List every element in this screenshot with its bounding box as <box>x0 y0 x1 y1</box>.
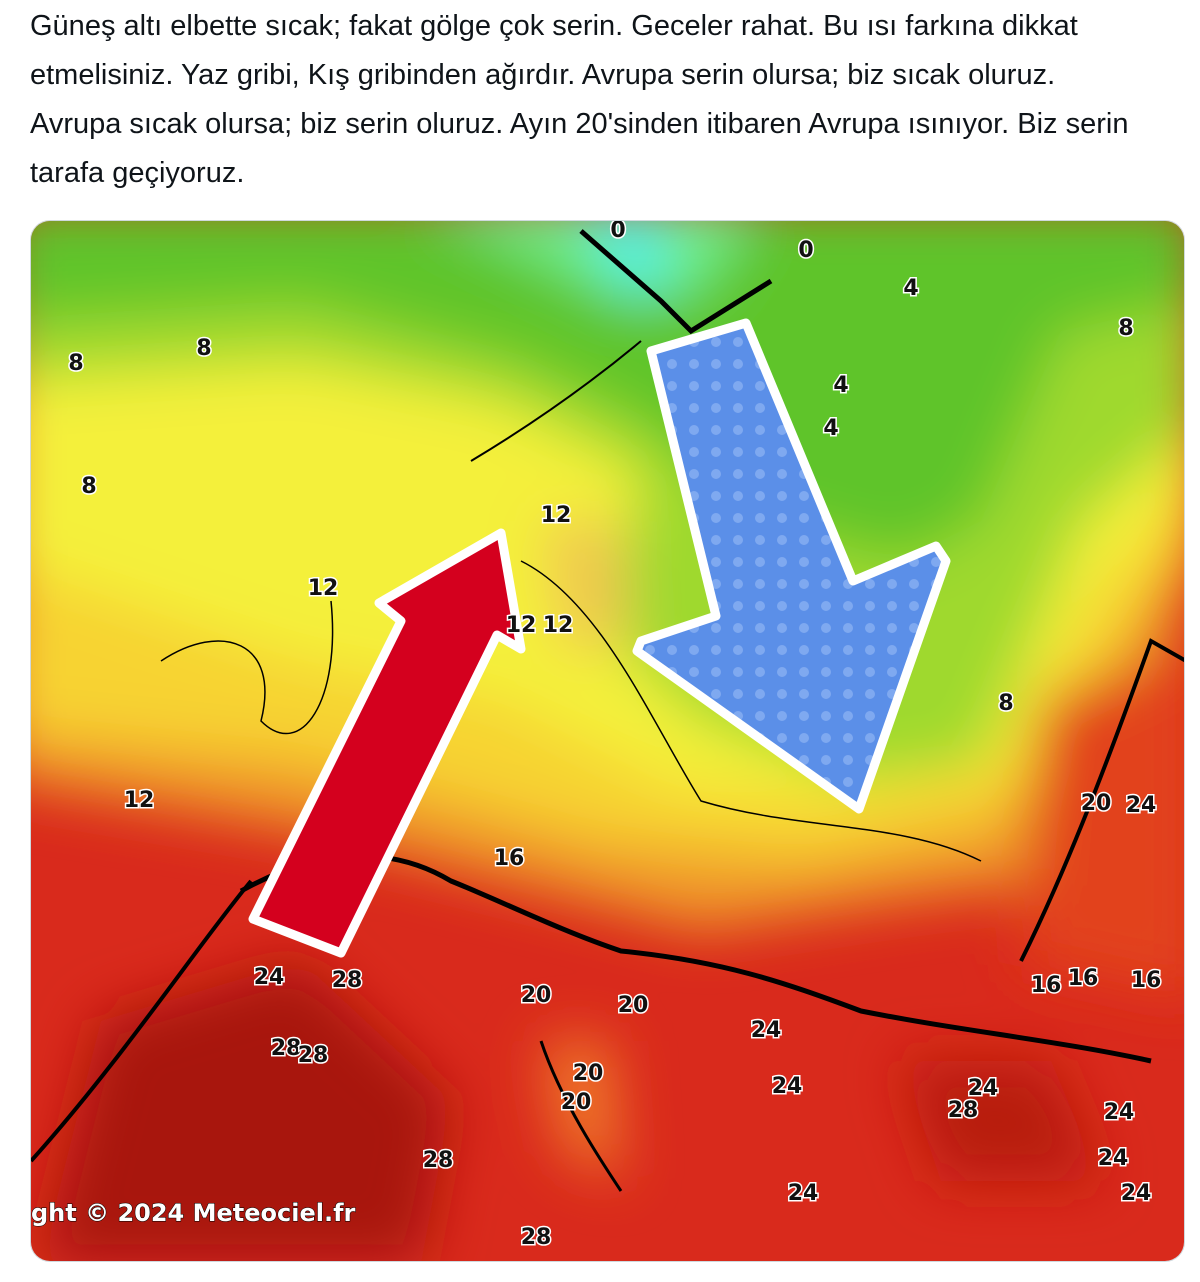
isotherm-label: 12 <box>308 576 339 601</box>
contours <box>31 229 1184 1192</box>
isotherm-label: 28 <box>332 968 363 993</box>
isotherm-label: 8 <box>998 691 1013 716</box>
copyright: ght © 2024 Meteociel.fr <box>31 1199 356 1227</box>
isotherm-label: 24 <box>1098 1146 1129 1171</box>
isotherm-label: 24 <box>751 1018 782 1043</box>
isotherm-label: 12 <box>506 613 537 638</box>
isotherm-label: 28 <box>521 1225 552 1250</box>
isotherm-label: 16 <box>1068 966 1099 991</box>
isotherm-label: 20 <box>521 983 552 1008</box>
isotherm-label: 28 <box>423 1148 454 1173</box>
isotherm-label: 24 <box>788 1181 819 1206</box>
isotherm-label: 12 <box>543 613 574 638</box>
isotherm-label: 20 <box>561 1090 592 1115</box>
isotherm-label: 20 <box>618 993 649 1018</box>
isotherm-label: 28 <box>271 1036 302 1061</box>
isotherm-label: 12 <box>124 788 155 813</box>
isotherm-label: 12 <box>541 503 572 528</box>
isotherm-label: 8 <box>196 336 211 361</box>
isotherm-label: 24 <box>772 1074 803 1099</box>
isotherm-label: 8 <box>68 351 83 376</box>
isotherm-label: 24 <box>1126 793 1157 818</box>
isotherm-label: 8 <box>81 474 96 499</box>
isotherm-label: 16 <box>494 846 525 871</box>
temperature-fields <box>31 221 1184 1261</box>
isotherm-label: 0 <box>798 238 813 263</box>
isotherm-label: 24 <box>1121 1181 1152 1206</box>
isotherm-label: 28 <box>948 1098 979 1123</box>
isotherm-label: 8 <box>1118 316 1133 341</box>
isotherm-label: 16 <box>1031 973 1062 998</box>
isotherm-label: 4 <box>903 276 918 301</box>
red-arrow <box>248 528 526 958</box>
tweet-text: Güneş altı elbette sıcak; fakat gölge ço… <box>30 10 1129 189</box>
isotherm-label: 16 <box>1131 968 1162 993</box>
weather-map[interactable]: 0 0 4 8 8 8 4 4 8 12 12 12 12 8 12 16 20 24 24 28 20 20 24 16 16… <box>30 220 1185 1262</box>
isotherm-label: 20 <box>1081 791 1112 816</box>
isotherm-label: 0 <box>610 221 625 243</box>
isotherm-label: 20 <box>573 1061 604 1086</box>
isotherm-label: 24 <box>968 1076 999 1101</box>
isotherm-label: 28 <box>298 1043 329 1068</box>
isotherm-label: 24 <box>254 965 285 990</box>
isotherm-label: 4 <box>833 373 848 398</box>
isotherm-label: 24 <box>1104 1100 1135 1125</box>
isotherm-label: 4 <box>823 416 838 441</box>
blue-arrow <box>632 318 951 814</box>
